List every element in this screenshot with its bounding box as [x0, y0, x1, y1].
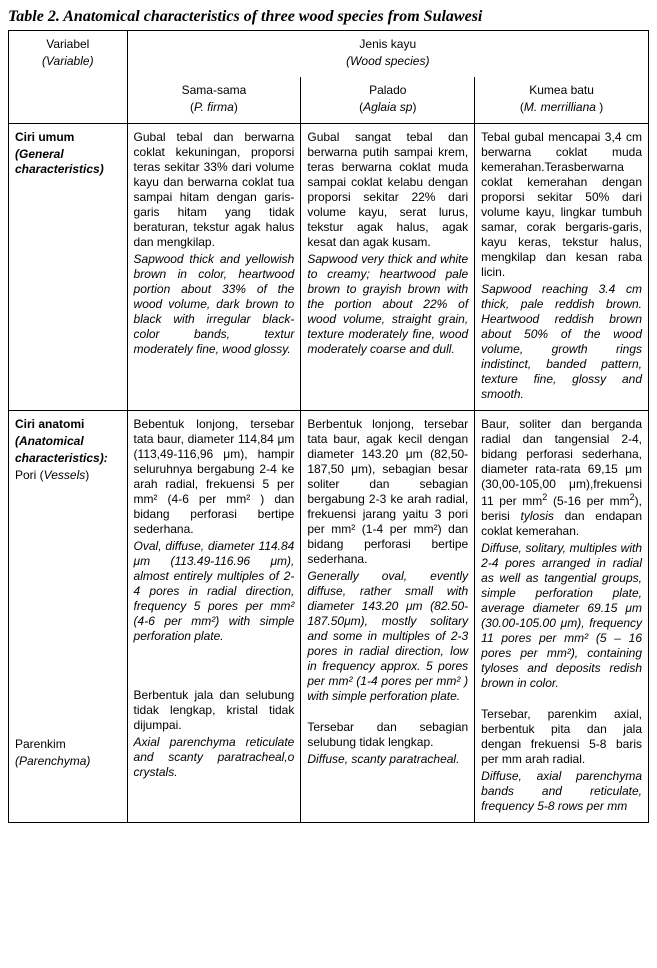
general-c3: Tebal gubal mencapai 3,4 cm berwarna cok… [475, 124, 649, 411]
col1-name: Sama-sama [134, 83, 295, 98]
anatomy-c1-id: Bebentuk lonjong, tersebar tata baur, di… [134, 417, 295, 537]
header-row-1: Variabel (Variable) Jenis kayu (Wood spe… [9, 31, 649, 78]
anatomy-label: Ciri anatomi [15, 417, 84, 431]
col2-latin: (Aglaia sp) [307, 100, 468, 115]
general-c2: Gubal sangat tebal dan berwarna putih sa… [301, 124, 475, 411]
general-c1-en: Sapwood thick and yellowish brown in col… [134, 252, 295, 357]
parenkim-c2-en: Diffuse, scanty paratracheal. [307, 752, 468, 767]
variable-label: Variabel [15, 37, 121, 52]
anatomy-c3-en: Diffuse, solitary, multiples with 2-4 po… [481, 541, 642, 691]
parenkim-c1-id: Berbentuk jala dan selubung tidak lengka… [134, 688, 295, 733]
anatomy-c1-en: Oval, diffuse, diameter 114.84 μm (113.4… [134, 539, 295, 644]
anatomy-label-it-b: characteristics): [15, 451, 108, 465]
general-c3-id: Tebal gubal mencapai 3,4 cm berwarna cok… [481, 130, 642, 280]
anatomy-sublabel: Pori (Vessels) [15, 468, 121, 483]
row-general-label: Ciri umum (General characteristics) [9, 124, 128, 411]
variable-label-it: (Variable) [15, 54, 121, 69]
row-anatomy-label: Ciri anatomi (Anatomical characteristics… [9, 411, 128, 823]
general-c1: Gubal tebal dan berwarna coklat kekuning… [127, 124, 301, 411]
col3-header: Kumea batu (M. merrilliana ) [475, 77, 649, 124]
anatomy-c2: Berbentuk lonjong, tersebar tata baur, a… [301, 411, 475, 823]
row-general: Ciri umum (General characteristics) Guba… [9, 124, 649, 411]
header-species: Jenis kayu (Wood species) [127, 31, 648, 78]
anatomy-c1: Bebentuk lonjong, tersebar tata baur, di… [127, 411, 301, 823]
col1-header: Sama-sama (P. firma) [127, 77, 301, 124]
anatomy-c3-id: Baur, soliter dan berganda radial dan ta… [481, 417, 642, 539]
col3-name: Kumea batu [481, 83, 642, 98]
anatomy-label-it-a: (Anatomical [15, 434, 84, 448]
general-c2-en: Sapwood very thick and white to creamy; … [307, 252, 468, 357]
general-c3-en: Sapwood reaching 3.4 cm thick, pale redd… [481, 282, 642, 402]
species-label-it: (Wood species) [134, 54, 642, 69]
parenkim-label-it: (Parenchyma) [15, 754, 121, 769]
col2-name: Palado [307, 83, 468, 98]
parenkim-c3-en: Diffuse, axial parenchyma bands and reti… [481, 769, 642, 814]
col1-latin: (P. firma) [134, 100, 295, 115]
anatomy-c2-id: Berbentuk lonjong, tersebar tata baur, a… [307, 417, 468, 567]
col3-latin: (M. merrilliana ) [481, 100, 642, 115]
anatomical-table: Variabel (Variable) Jenis kayu (Wood spe… [8, 30, 649, 823]
parenkim-c2-id: Tersebar dan sebagian selubung tidak len… [307, 720, 468, 750]
col2-header: Palado (Aglaia sp) [301, 77, 475, 124]
parenkim-label: Parenkim [15, 737, 121, 752]
parenkim-c3-id: Tersebar, parenkim axial, berbentuk pita… [481, 707, 642, 767]
header-variable: Variabel (Variable) [9, 31, 128, 124]
species-label: Jenis kayu [134, 37, 642, 52]
anatomy-c2-en: Generally oval, evently diffuse, rather … [307, 569, 468, 704]
table-caption: Table 2. Anatomical characteristics of t… [8, 8, 649, 26]
general-label: Ciri umum [15, 130, 74, 144]
parenkim-c1-en: Axial parenchyma reticulate and scanty p… [134, 735, 295, 780]
row-anatomy: Ciri anatomi (Anatomical characteristics… [9, 411, 649, 823]
anatomy-c3: Baur, soliter dan berganda radial dan ta… [475, 411, 649, 823]
general-c2-id: Gubal sangat tebal dan berwarna putih sa… [307, 130, 468, 250]
general-label-it: (General characteristics) [15, 147, 121, 177]
general-c1-id: Gubal tebal dan berwarna coklat kekuning… [134, 130, 295, 250]
